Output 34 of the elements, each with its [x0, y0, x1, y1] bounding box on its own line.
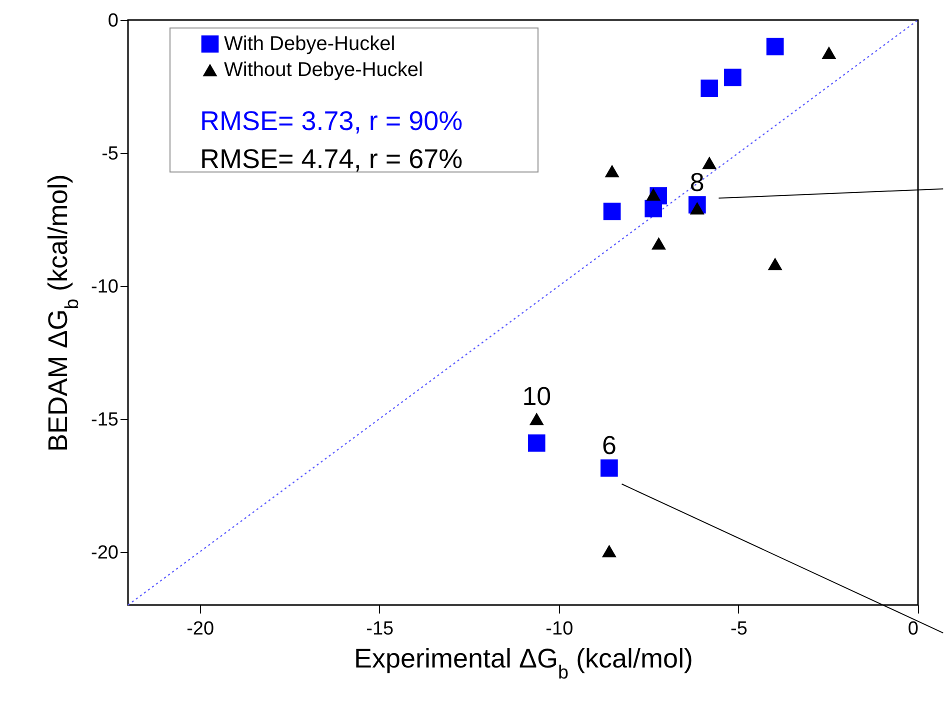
y-tick-label: 0 — [108, 10, 118, 32]
point — [651, 237, 666, 250]
point — [604, 164, 620, 178]
point — [700, 80, 718, 97]
point — [690, 202, 704, 215]
point — [702, 156, 717, 170]
x-tick-label: -15 — [366, 618, 394, 640]
y-tick-label: -20 — [91, 542, 118, 564]
point — [724, 68, 742, 86]
y-tick-label: -5 — [102, 143, 118, 164]
point — [528, 434, 546, 452]
legend-label: With Debye-Huckel — [224, 33, 396, 55]
legend-label: Without Debye-Huckel — [224, 59, 423, 81]
x-tick-label: -10 — [546, 618, 574, 640]
annotation: 10 — [522, 380, 552, 411]
point — [603, 202, 621, 220]
annotation: 6 — [602, 430, 616, 460]
x-tick-label: 0 — [908, 618, 918, 640]
point — [600, 459, 618, 477]
annotation: 8 — [690, 166, 704, 197]
x-axis-title: Experimental ΔG$_{b}$ (kcal/mol) — [354, 644, 694, 683]
annotation: RMSE= 4.74, r = 67% — [200, 144, 463, 174]
annotation: RMSE= 3.73, r = 90% — [200, 106, 463, 136]
point — [766, 38, 784, 56]
y-tick-label: -10 — [91, 276, 118, 298]
point — [768, 258, 782, 270]
point — [644, 200, 662, 218]
point — [822, 46, 836, 59]
point — [529, 412, 544, 426]
y-tick-label: -15 — [91, 409, 118, 430]
x-tick-label: -20 — [186, 618, 214, 640]
point — [646, 188, 661, 201]
x-tick-label: -5 — [730, 618, 748, 640]
point — [602, 544, 616, 558]
